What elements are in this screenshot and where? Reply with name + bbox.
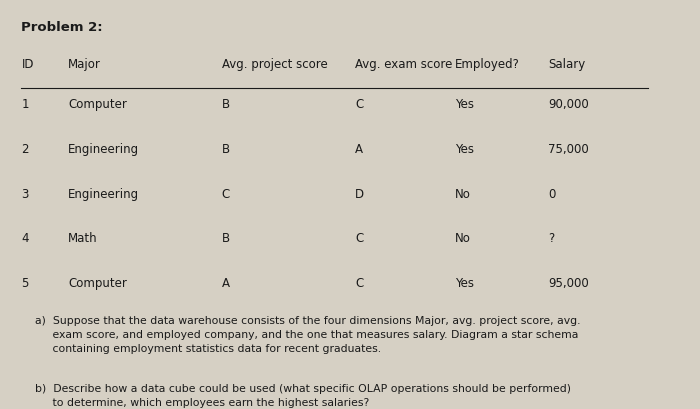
Text: Salary: Salary	[548, 58, 586, 70]
Text: Engineering: Engineering	[68, 187, 139, 200]
Text: 90,000: 90,000	[548, 98, 589, 111]
Text: 1: 1	[22, 98, 29, 111]
Text: Major: Major	[68, 58, 101, 70]
Text: Employed?: Employed?	[455, 58, 520, 70]
Text: Yes: Yes	[455, 276, 474, 289]
Text: No: No	[455, 187, 471, 200]
Text: Computer: Computer	[68, 276, 127, 289]
Text: Yes: Yes	[455, 143, 474, 155]
Text: 5: 5	[22, 276, 29, 289]
Text: Problem 2:: Problem 2:	[22, 21, 103, 34]
Text: 2: 2	[22, 143, 29, 155]
Text: C: C	[355, 276, 363, 289]
Text: B: B	[221, 231, 230, 245]
Text: 3: 3	[22, 187, 29, 200]
Text: A: A	[221, 276, 230, 289]
Text: A: A	[355, 143, 363, 155]
Text: Avg. exam score: Avg. exam score	[355, 58, 452, 70]
Text: ?: ?	[548, 231, 554, 245]
Text: C: C	[355, 98, 363, 111]
Text: B: B	[221, 98, 230, 111]
Text: Yes: Yes	[455, 98, 474, 111]
Text: B: B	[221, 143, 230, 155]
Text: 75,000: 75,000	[548, 143, 589, 155]
Text: 0: 0	[548, 187, 556, 200]
Text: D: D	[355, 187, 364, 200]
Text: b)  Describe how a data cube could be used (what specific OLAP operations should: b) Describe how a data cube could be use…	[35, 382, 570, 407]
Text: Math: Math	[68, 231, 98, 245]
Text: Computer: Computer	[68, 98, 127, 111]
Text: C: C	[221, 187, 230, 200]
Text: ID: ID	[22, 58, 34, 70]
Text: Avg. project score: Avg. project score	[221, 58, 328, 70]
Text: Engineering: Engineering	[68, 143, 139, 155]
Text: 95,000: 95,000	[548, 276, 589, 289]
Text: a)  Suppose that the data warehouse consists of the four dimensions Major, avg. : a) Suppose that the data warehouse consi…	[35, 315, 580, 353]
Text: 4: 4	[22, 231, 29, 245]
Text: No: No	[455, 231, 471, 245]
Text: C: C	[355, 231, 363, 245]
